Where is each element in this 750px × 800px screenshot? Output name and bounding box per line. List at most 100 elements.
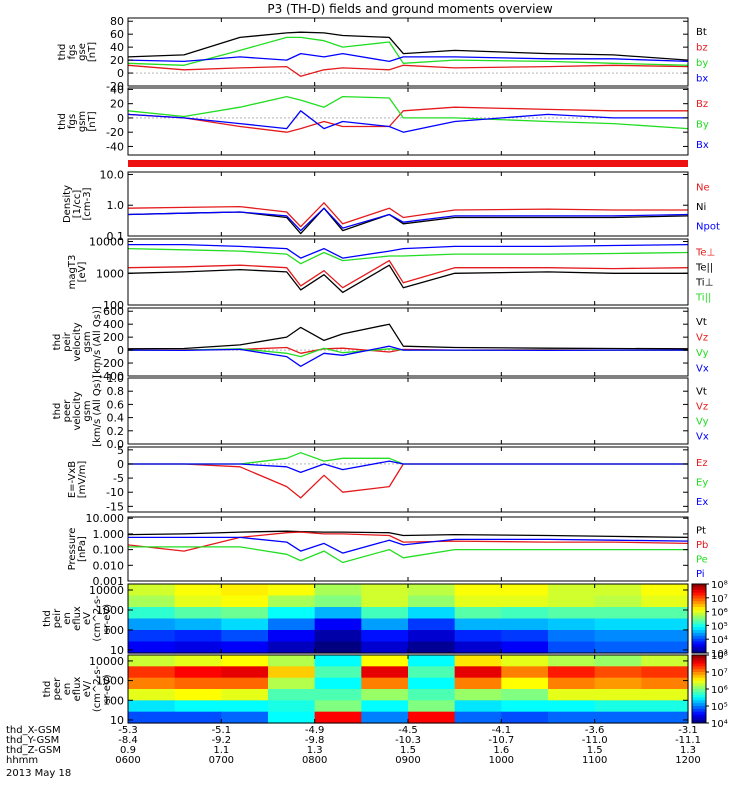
spectrogram-cell	[174, 641, 222, 654]
y-tick-label: 10	[110, 644, 124, 657]
legend: Bt bz by bx	[696, 27, 708, 85]
legend-entry-3: Ti||	[695, 293, 711, 304]
spectrogram-cell	[641, 618, 689, 631]
legend-entry-3: bx	[696, 73, 708, 84]
spectrogram-cell	[454, 584, 502, 597]
spectrogram-cell	[454, 630, 502, 643]
series-line-Pt	[127, 530, 689, 539]
y-axis-label: sr-eV)	[102, 674, 113, 703]
y-axis-label: [1/cc]	[72, 190, 83, 219]
y-tick-label: -10	[106, 486, 124, 499]
spectrogram-cell	[174, 630, 222, 643]
ephemeris-value: 1.3	[307, 745, 323, 756]
colorbar-segment	[692, 700, 706, 704]
spectrogram-cell	[268, 630, 316, 643]
ephemeris-value: 0900	[395, 755, 420, 766]
y-tick-label: 0.100	[93, 544, 125, 557]
legend-entry-3: Vx	[696, 363, 709, 374]
colorbar-label: 10⁴	[711, 635, 728, 646]
y-axis-label: thd	[57, 44, 68, 61]
colorbar-segment	[692, 592, 706, 597]
spectrogram-cell	[268, 641, 316, 654]
ephemeris-row-name: thd_X-GSM	[6, 725, 61, 736]
chart-title: P3 (TH-D) fields and ground moments over…	[267, 2, 552, 16]
colorbar-segment	[692, 647, 706, 651]
spectrogram-cell	[594, 584, 642, 597]
colorbar-label: 10⁶	[711, 608, 728, 619]
spectrogram-cell	[221, 595, 269, 608]
y-axis-label: en	[62, 683, 73, 696]
colorbar-segment	[692, 638, 706, 643]
colorbar-segment	[692, 708, 706, 713]
colorbar-segment	[692, 714, 706, 718]
spectrogram-cell	[641, 584, 689, 597]
y-axis-label: [mV/m]	[77, 461, 88, 499]
spectrogram-cell	[361, 595, 409, 608]
series-line-Bx	[127, 110, 688, 133]
spectrogram-cell	[128, 618, 176, 631]
spectrogram-cell	[501, 689, 549, 701]
y-axis-label: sr-eV)	[102, 604, 113, 633]
spectrogram-cell	[268, 666, 316, 679]
panel-peer_spectrogram: 10⁸ 10⁷ 10⁶ 10⁵ 10⁴ 10000 1000 100 10 thd peer en ef…	[42, 651, 728, 730]
ephemeris-value: 1.3	[680, 745, 696, 756]
ephemeris-value: -5.1	[212, 725, 232, 736]
colorbar-segment	[692, 650, 706, 654]
spectrogram-cell	[174, 689, 222, 701]
ephemeris-value: 0700	[209, 755, 234, 766]
colorbar-segment	[692, 717, 706, 721]
spectrogram-cell	[361, 584, 409, 597]
spectrogram-cell	[268, 677, 316, 690]
ephemeris-value: -4.9	[305, 725, 325, 736]
legend-entry-2: Vy	[696, 417, 709, 428]
y-tick-label: 40	[110, 41, 124, 54]
spectrogram-cell	[361, 641, 409, 654]
spectrogram-cell	[594, 618, 642, 631]
y-tick-label: -400	[99, 370, 124, 383]
instrument-flag-bar	[128, 160, 688, 167]
colorbar-segment	[692, 589, 706, 594]
colorbar-segment	[692, 686, 706, 690]
series-line-bz	[127, 64, 689, 77]
spectrogram-cell	[221, 689, 269, 701]
ephemeris-value: -4.1	[492, 725, 512, 736]
spectrogram-cell	[501, 677, 549, 690]
spectrogram-cell	[174, 584, 222, 597]
colorbar-segment	[692, 660, 706, 664]
y-tick-label: 1.0	[107, 372, 125, 385]
legend-entry-2: Vy	[696, 348, 709, 359]
y-tick-label: 0	[117, 458, 124, 471]
y-axis-label: peer	[62, 399, 73, 423]
colorbar-segment	[692, 632, 706, 637]
legend-entry-1: Te||	[695, 263, 713, 274]
spectrogram-cell	[454, 677, 502, 690]
ephemeris-value: -9.2	[212, 735, 232, 746]
spectrogram-cell	[361, 607, 409, 620]
spectrogram-cell	[314, 689, 362, 701]
y-axis-label: thd	[52, 334, 63, 351]
y-tick-label: 100	[103, 299, 124, 312]
spectrogram-cell	[454, 689, 502, 701]
y-tick-label: 0.1	[107, 230, 125, 243]
y-axis-label: E=-VxB	[67, 461, 78, 498]
y-axis-label: (cm^2-s-	[92, 665, 103, 712]
spectrogram-cell	[641, 677, 689, 690]
y-axis-label: Pressure	[67, 528, 78, 571]
y-axis-label: velocity	[72, 391, 83, 430]
ephemeris-value: 1000	[489, 755, 514, 766]
spectrogram-cell	[454, 700, 502, 713]
panel-frame	[127, 87, 689, 156]
spectrogram-cell	[361, 630, 409, 643]
y-tick-label: -200	[99, 357, 124, 370]
y-tick-label: 0.8	[107, 385, 125, 398]
ephemeris-value: -10.3	[395, 735, 421, 746]
legend-entry-0: Ez	[696, 458, 708, 469]
panel-temperature: Te⊥ Te|| Ti⊥ Ti|| 10000 1000 100 magT3 [eV]	[67, 236, 715, 312]
panel-peer_velocity: Vt Vz Vy Vx 1.00.80.60.40.20.0 thd peer velocit…	[52, 372, 709, 451]
spectrogram-cell	[408, 689, 456, 701]
spectrogram-cell	[594, 689, 642, 701]
legend-entry-1: Pb	[696, 540, 708, 551]
spectrogram-cell	[408, 607, 456, 620]
colorbar-segment	[692, 669, 706, 673]
